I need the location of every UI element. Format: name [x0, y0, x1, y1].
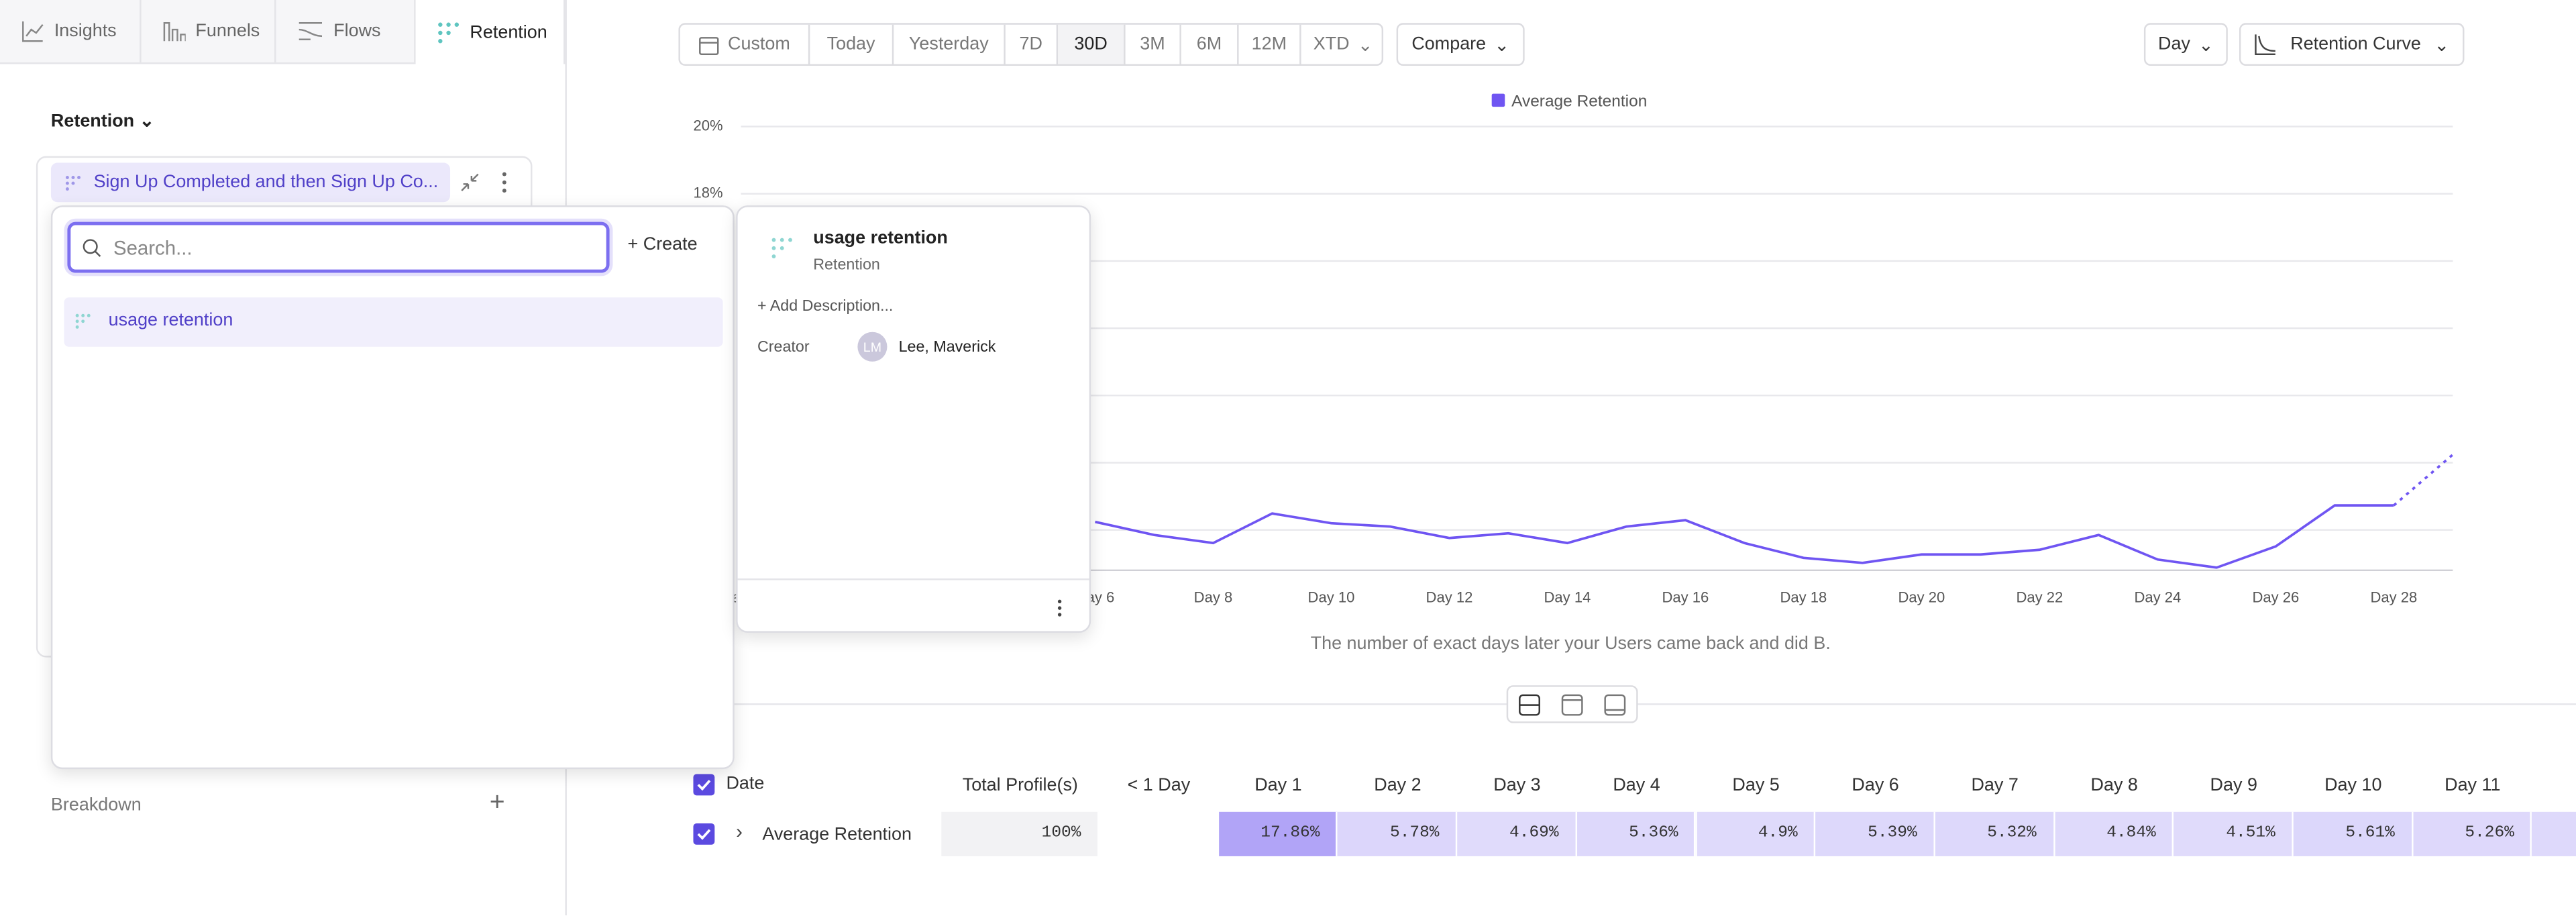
shape [76, 314, 79, 317]
card-subtitle: Retention [813, 256, 880, 274]
x-tick-label: Day 14 [1544, 589, 1591, 605]
shape [84, 240, 97, 254]
create-label: Create [643, 235, 698, 254]
shape [76, 314, 91, 329]
date-range-label: Yesterday [909, 34, 989, 54]
shape [81, 319, 85, 323]
x-axis-title: The number of exact days later your User… [1311, 633, 1831, 653]
shape [772, 238, 792, 258]
date-range-option[interactable]: 3M [1126, 23, 1181, 66]
shape [1058, 613, 1061, 616]
shape [1562, 695, 1582, 714]
x-tick-label: Day 28 [2370, 589, 2417, 605]
shape [772, 246, 776, 250]
x-tick-label: Day 22 [2016, 589, 2063, 605]
shape [76, 319, 79, 323]
search-result[interactable]: usage retention [64, 297, 723, 346]
line-series [1095, 505, 2394, 568]
layout-option[interactable] [1603, 693, 1626, 715]
x-tick-label: Day 24 [2134, 589, 2181, 605]
add-description[interactable]: + Add Description... [757, 297, 893, 315]
interval-button[interactable]: Day⌄ [2144, 23, 2228, 66]
shape [772, 238, 776, 242]
shape [1058, 606, 1061, 609]
creator-name: Lee, Maverick [899, 338, 996, 356]
calendar-icon [698, 34, 720, 55]
icon [74, 312, 92, 330]
shape [81, 314, 85, 317]
preview-card: usage retention Retention + Add Descript… [736, 205, 1091, 633]
compare-button[interactable]: Compare⌄ [1397, 23, 1525, 66]
icon [2254, 33, 2277, 56]
date-range-option[interactable]: XTD ⌄ [1301, 23, 1383, 66]
shape [772, 254, 776, 258]
chart-type-label: Retention Curve [2290, 34, 2421, 54]
date-range-option[interactable]: 12M [1239, 23, 1301, 66]
layout-toggle [1507, 685, 1638, 723]
layout-option[interactable] [1518, 693, 1541, 715]
result-label: usage retention [109, 311, 233, 330]
shape [780, 238, 784, 242]
x-tick-label: Day 8 [1194, 589, 1233, 605]
shape [700, 37, 718, 53]
divider [738, 578, 1089, 580]
x-tick-label: Day 18 [1780, 589, 1827, 605]
date-range-label: XTD [1313, 34, 1350, 54]
date-range-label: 6M [1197, 34, 1222, 54]
x-tick-label: Day 26 [2252, 589, 2299, 605]
date-range-option[interactable]: Today [810, 23, 894, 66]
create-button[interactable]: + Create [628, 235, 698, 254]
shape [1605, 695, 1625, 714]
date-range-label: 12M [1252, 34, 1287, 54]
shape [2256, 34, 2275, 54]
more-icon[interactable] [1057, 598, 1063, 617]
date-range-option[interactable]: Yesterday [894, 23, 1006, 66]
compare-label: Compare [1411, 34, 1486, 54]
y-tick-label: 18% [693, 185, 722, 201]
shape [87, 314, 91, 317]
legend-label: Average Retention [1511, 92, 1647, 110]
search-input[interactable]: Search... [67, 222, 609, 273]
x-tick-label: Day 10 [1308, 589, 1355, 605]
card-title: usage retention [813, 228, 948, 248]
shape [95, 252, 100, 256]
legend-swatch [1492, 94, 1505, 107]
shape [76, 325, 79, 329]
search-popup: Search... + Create usage retention [51, 205, 735, 769]
date-range-label: Custom [728, 34, 790, 54]
date-range-label: 3M [1140, 34, 1165, 54]
shape [780, 246, 784, 250]
search-icon [82, 238, 101, 258]
layout-option[interactable] [1561, 693, 1584, 715]
y-tick-label: 20% [693, 117, 722, 134]
avatar: LM [857, 332, 887, 362]
date-range-option[interactable]: 6M [1181, 23, 1239, 66]
date-range-option[interactable]: 7D [1006, 23, 1058, 66]
shape [788, 238, 792, 242]
date-range-option[interactable]: Custom [680, 23, 810, 66]
date-range-label: 30D [1074, 34, 1107, 54]
chart-type-button[interactable]: Retention Curve⌄ [2239, 23, 2465, 66]
x-tick-label: Day 20 [1898, 589, 1945, 605]
creator-label: Creator [757, 338, 810, 356]
date-range-label: Today [827, 34, 875, 54]
date-range-group: Custom Today Yesterday 7D 30D 3M 6M 12M XTD ⌄ [678, 23, 1383, 66]
date-range-label: 7D [1020, 34, 1042, 54]
shape [1058, 600, 1061, 603]
search-placeholder: Search... [113, 237, 193, 260]
x-tick-label: Day 16 [1662, 589, 1709, 605]
icon [771, 237, 794, 260]
interval-label: Day [2158, 34, 2190, 54]
date-range-option[interactable]: 30D [1058, 23, 1125, 66]
x-tick-label: Day 12 [1426, 589, 1473, 605]
